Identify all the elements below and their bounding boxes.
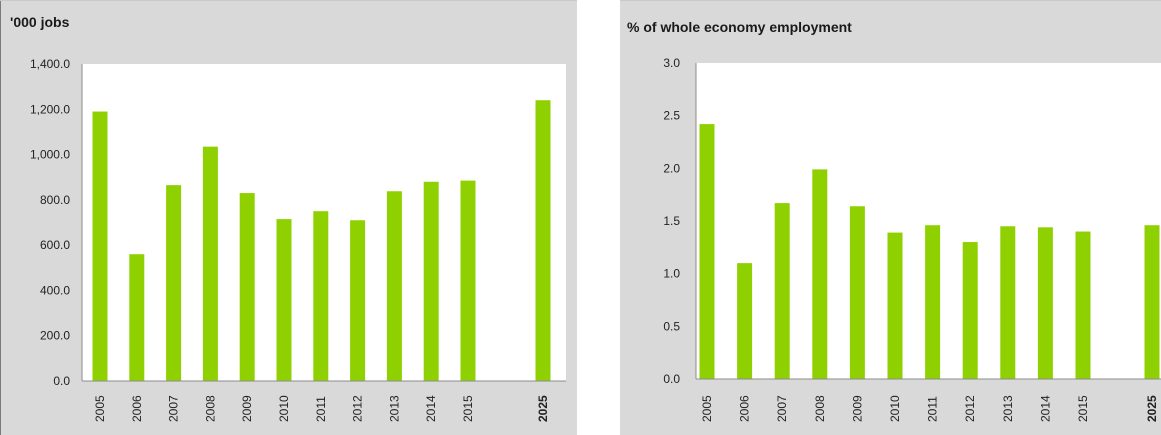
jobs-bar-2013 <box>387 191 402 381</box>
share-bar-2005 <box>700 124 715 379</box>
share-x-tick-label-2008: 2008 <box>813 395 827 422</box>
share-chart-panel: % of whole economy employment 0.0 0.5 1.0 1… <box>620 0 1161 435</box>
jobs-y-tick-label: 1,200.0 <box>30 102 70 116</box>
jobs-x-tick-label-2006: 2006 <box>130 395 144 422</box>
share-bar-2008 <box>812 169 827 379</box>
share-y-tick-label: 3.0 <box>663 56 680 70</box>
jobs-chart-panel: '000 jobs 0.0 200.0 400.0 600.0 800.0 1,000.0… <box>0 0 577 435</box>
jobs-y-tick-label: 1,400.0 <box>30 57 70 71</box>
jobs-bar-2014 <box>424 182 439 381</box>
jobs-x-tick-label-2025: 2025 <box>536 395 550 422</box>
jobs-x-tick-label-2011: 2011 <box>314 396 328 422</box>
share-x-tick-label-2014: 2014 <box>1038 395 1052 422</box>
share-bar-2013 <box>1000 226 1015 379</box>
share-x-tick-label-2006: 2006 <box>738 395 752 422</box>
jobs-y-tick-label: 200.0 <box>40 329 70 343</box>
share-x-tick-label-2025: 2025 <box>1145 395 1159 422</box>
share-x-tick-label-2010: 2010 <box>888 395 902 422</box>
share-x-tick-label-2015: 2015 <box>1076 395 1090 422</box>
jobs-bar-2025 <box>536 100 551 381</box>
jobs-y-tick-label: 600.0 <box>40 238 70 252</box>
jobs-bar-2006 <box>129 254 144 381</box>
jobs-bar-2015 <box>461 181 476 381</box>
share-y-tick-label: 1.0 <box>663 267 680 281</box>
share-x-tick-label-2009: 2009 <box>850 395 864 422</box>
share-x-tick-label-2012: 2012 <box>963 395 977 422</box>
share-x-tick-label-2005: 2005 <box>700 395 714 422</box>
share-bar-chart: % of whole economy employment 0.0 0.5 1.0 1… <box>620 1 1161 435</box>
jobs-x-tick-label-2008: 2008 <box>203 395 217 422</box>
jobs-bar-2005 <box>93 112 108 381</box>
share-y-tick-label: 0.5 <box>663 319 680 333</box>
share-y-tick-label: 2.0 <box>663 161 680 175</box>
jobs-x-tick-label-2015: 2015 <box>461 395 475 422</box>
share-x-tick-label-2013: 2013 <box>1001 395 1015 422</box>
jobs-x-tick-label-2007: 2007 <box>167 395 181 422</box>
jobs-x-tick-label-2009: 2009 <box>240 395 254 422</box>
share-bar-2011 <box>925 225 940 379</box>
share-y-tick-label: 0.0 <box>663 372 680 386</box>
share-bar-2012 <box>963 242 978 379</box>
jobs-y-tick-label: 400.0 <box>40 283 70 297</box>
jobs-bar-2010 <box>277 219 292 381</box>
jobs-bar-chart: '000 jobs 0.0 200.0 400.0 600.0 800.0 1,000.0… <box>0 1 577 435</box>
share-bar-2009 <box>850 206 865 379</box>
jobs-x-tick-label-2013: 2013 <box>387 395 401 422</box>
jobs-y-tick-label: 1,000.0 <box>30 148 70 162</box>
share-bar-2010 <box>888 233 903 379</box>
share-y-tick-label: 1.5 <box>663 214 680 228</box>
jobs-x-tick-label-2005: 2005 <box>93 395 107 422</box>
share-bar-2025 <box>1145 225 1160 379</box>
share-bar-2015 <box>1076 232 1091 379</box>
share-x-tick-label-2011: 2011 <box>926 396 940 422</box>
share-bar-2007 <box>775 203 790 379</box>
jobs-chart-title: '000 jobs <box>10 14 70 30</box>
share-y-tick-label: 2.5 <box>663 109 680 123</box>
jobs-bar-2007 <box>166 185 181 381</box>
jobs-x-tick-label-2010: 2010 <box>277 395 291 422</box>
jobs-x-tick-label-2012: 2012 <box>351 395 365 422</box>
jobs-bar-2009 <box>240 193 255 381</box>
jobs-y-tick-label: 0.0 <box>53 374 70 388</box>
jobs-bar-2008 <box>203 147 218 381</box>
jobs-bar-2011 <box>313 211 328 381</box>
share-bar-2014 <box>1038 227 1053 379</box>
jobs-bar-2012 <box>350 220 365 381</box>
share-x-tick-label-2007: 2007 <box>775 395 789 422</box>
jobs-x-tick-label-2014: 2014 <box>424 395 438 422</box>
share-bar-2006 <box>737 263 752 379</box>
share-chart-title: % of whole economy employment <box>627 19 852 35</box>
jobs-y-tick-label: 800.0 <box>40 193 70 207</box>
